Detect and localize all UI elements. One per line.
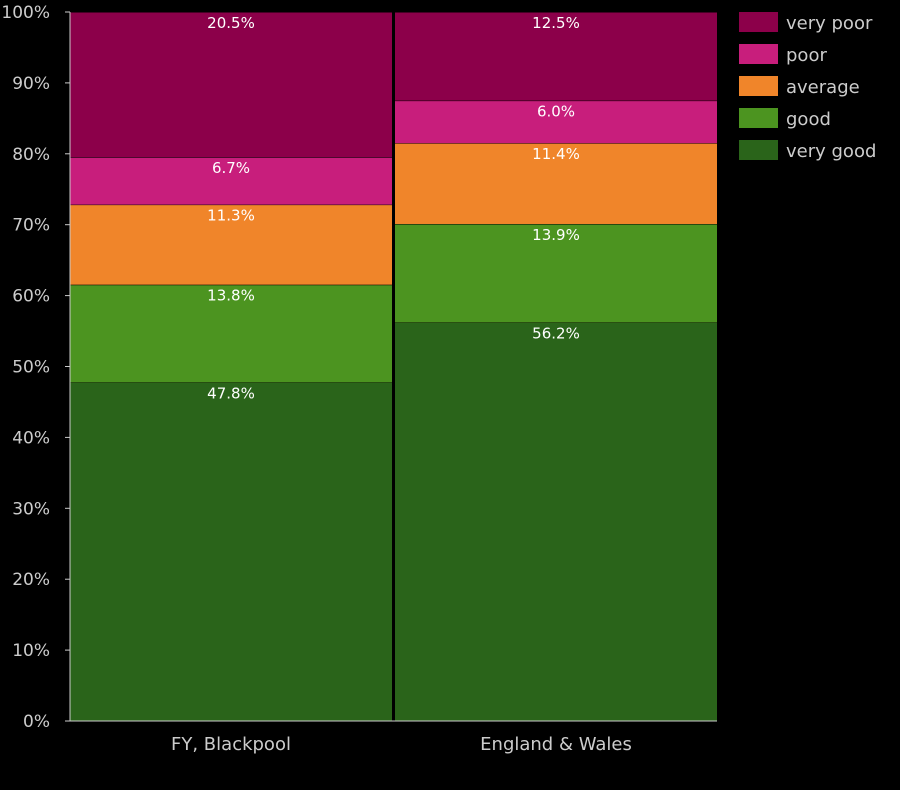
legend-swatch-average bbox=[739, 76, 778, 96]
y-tick-label: 100% bbox=[1, 3, 50, 23]
x-tick-label-england-wales: England & Wales bbox=[480, 734, 632, 755]
y-tick-label: 40% bbox=[12, 428, 50, 448]
y-tick-label: 60% bbox=[12, 287, 50, 307]
legend-swatch-poor bbox=[739, 44, 778, 64]
y-tick-label: 30% bbox=[12, 499, 50, 519]
data-label-average-fy-blackpool: 11.3% bbox=[207, 207, 255, 225]
bar-segment-very-good-england-wales bbox=[395, 322, 717, 721]
y-tick-label: 10% bbox=[12, 641, 50, 661]
bar-segment-average-england-wales bbox=[395, 143, 717, 224]
data-label-poor-fy-blackpool: 6.7% bbox=[212, 159, 250, 177]
bar-segment-poor-england-wales bbox=[395, 100, 717, 144]
legend-label-poor: poor bbox=[786, 45, 827, 66]
legend-label-very-poor: very poor bbox=[786, 13, 873, 34]
y-tick-label: 50% bbox=[12, 358, 50, 378]
data-label-average-england-wales: 11.4% bbox=[532, 145, 580, 163]
data-label-very-poor-fy-blackpool: 20.5% bbox=[207, 14, 255, 32]
legend-swatch-good bbox=[739, 108, 778, 128]
data-label-very-good-fy-blackpool: 47.8% bbox=[207, 384, 255, 402]
y-tick-label: 90% bbox=[12, 74, 50, 94]
legend-swatch-very-poor bbox=[739, 12, 778, 32]
legend-swatch-very-good bbox=[739, 140, 778, 160]
data-label-very-good-england-wales: 56.2% bbox=[532, 325, 580, 343]
bar-segment-good-fy-blackpool bbox=[70, 284, 392, 383]
data-label-very-poor-england-wales: 12.5% bbox=[532, 14, 580, 32]
axes-group: FY, Blackpool England & Wales 0% 10% 20% 30% 4… bbox=[1, 3, 717, 755]
x-tick-label-fy-blackpool: FY, Blackpool bbox=[171, 734, 291, 755]
y-tick-label: 20% bbox=[12, 570, 50, 590]
bar-segment-very-poor-fy-blackpool bbox=[70, 12, 392, 158]
data-label-poor-england-wales: 6.0% bbox=[537, 103, 575, 121]
bar-segment-good-england-wales bbox=[395, 223, 717, 323]
bar-segment-very-good-fy-blackpool bbox=[70, 382, 392, 721]
y-tick-label: 0% bbox=[23, 712, 50, 732]
data-labels-group: 47.8% 13.8% 11.3% 6.7% 20.5% 56.2% 13.9% 11.4% 6… bbox=[207, 14, 580, 402]
data-label-good-fy-blackpool: 13.8% bbox=[207, 287, 255, 305]
y-tick-label: 70% bbox=[12, 216, 50, 236]
bar-segment-very-poor-england-wales bbox=[395, 12, 717, 101]
bars-group bbox=[70, 11, 717, 721]
legend-label-good: good bbox=[786, 109, 831, 130]
data-label-good-england-wales: 13.9% bbox=[532, 226, 580, 244]
y-tick-label: 80% bbox=[12, 145, 50, 165]
bar-segment-average-fy-blackpool bbox=[70, 204, 392, 285]
bar-segment-poor-fy-blackpool bbox=[70, 157, 392, 205]
legend: very poor poor average good very good bbox=[739, 12, 876, 162]
legend-label-average: average bbox=[786, 77, 860, 98]
legend-label-very-good: very good bbox=[786, 141, 876, 162]
